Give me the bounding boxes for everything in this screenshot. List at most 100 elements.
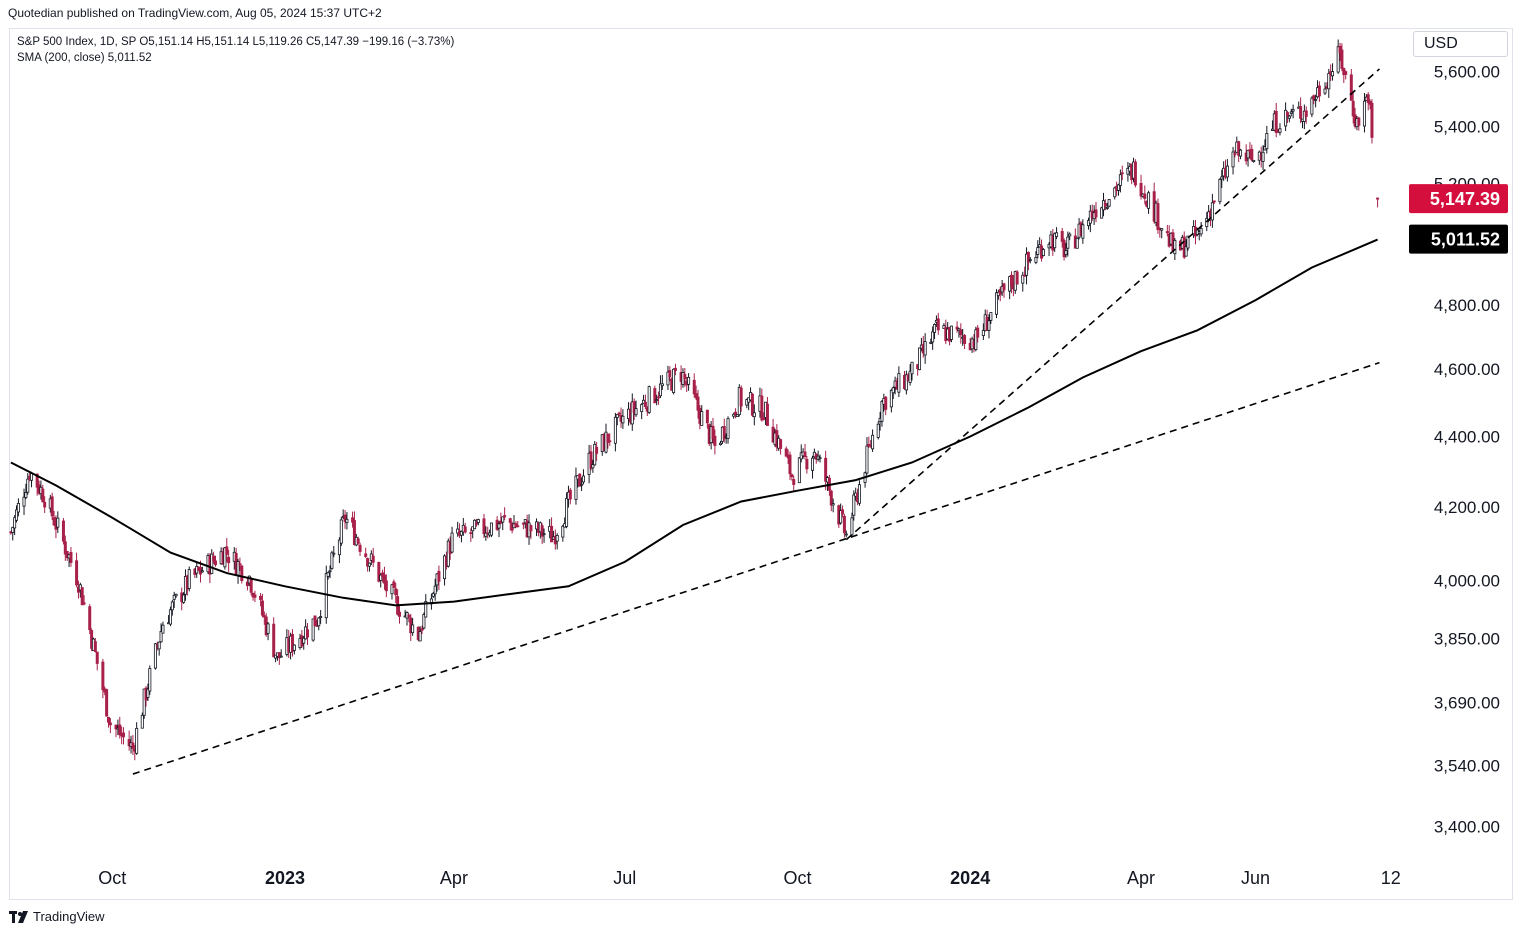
candle (262, 611, 266, 625)
candle-body (443, 555, 447, 580)
candle (1160, 228, 1164, 239)
candle-body (1173, 240, 1177, 255)
candle (168, 606, 172, 627)
candle (118, 716, 122, 739)
candle (1113, 186, 1117, 200)
candle (692, 373, 696, 398)
candle (95, 651, 99, 671)
candle-body (1323, 88, 1327, 94)
candle (550, 517, 554, 543)
candle (634, 400, 638, 417)
candle-body (981, 330, 985, 336)
candle-body (1368, 100, 1372, 105)
candle-body (422, 614, 426, 629)
candle (897, 366, 901, 398)
candle (1075, 237, 1079, 249)
candle (963, 333, 967, 350)
candle (516, 521, 520, 528)
candle-body (529, 525, 533, 532)
candle-body (918, 347, 922, 371)
candle (555, 533, 559, 550)
trendline[interactable] (132, 361, 1380, 775)
candle (779, 438, 783, 455)
candle (578, 473, 582, 487)
currency-button[interactable]: USD (1413, 31, 1508, 57)
candle-body (642, 399, 646, 404)
candle (655, 394, 659, 406)
candle (818, 454, 822, 463)
candle (1053, 232, 1057, 252)
candle (41, 484, 45, 503)
candle-body (377, 561, 381, 582)
candle (259, 593, 263, 607)
candle-body (929, 342, 933, 344)
candle-body (955, 326, 959, 330)
candle (696, 389, 700, 419)
candle-body (332, 552, 336, 555)
candle-body (508, 518, 512, 523)
candle (384, 574, 388, 598)
candle (540, 523, 544, 545)
candle-body (390, 584, 394, 595)
candle (657, 391, 661, 405)
candle (824, 450, 828, 491)
candle (1233, 149, 1237, 158)
tradingview-brand: TradingView (33, 909, 105, 924)
candle (805, 455, 809, 474)
candle-body (897, 373, 901, 393)
candle-body (319, 616, 323, 618)
candle (722, 418, 726, 443)
candle (358, 542, 362, 556)
candle (351, 511, 355, 528)
candle-body (140, 714, 144, 729)
trendline[interactable] (845, 68, 1381, 541)
tradingview-logo[interactable]: TradingView (9, 909, 105, 924)
candle-body (259, 595, 263, 600)
candle-body (719, 442, 723, 446)
candle (1105, 202, 1109, 210)
candle-body (655, 399, 659, 402)
candle (705, 409, 709, 429)
candle-body (640, 404, 644, 413)
candle-body (497, 523, 501, 529)
time-axis[interactable]: Oct 2023 Apr Jul Oct 2024 Apr Jun 12 (98, 868, 1401, 888)
candle-body (1289, 111, 1293, 114)
candle (711, 417, 715, 444)
candle (225, 538, 229, 563)
candle (788, 451, 792, 481)
candle (1002, 282, 1006, 298)
last-price-badge-bg (1409, 184, 1508, 214)
candle (245, 577, 249, 591)
candle-body (752, 412, 756, 418)
candle-body (683, 374, 687, 380)
candle-body (345, 518, 349, 524)
candle-body (593, 443, 597, 466)
candle (923, 333, 927, 364)
candle-body (1186, 235, 1190, 249)
candle-body (407, 615, 411, 618)
price-axis[interactable]: 5,600.005,400.005,200.004,800.004,600.00… (1434, 63, 1500, 837)
candle (1186, 235, 1190, 251)
candle (1261, 145, 1265, 170)
candle-body (26, 478, 30, 493)
candle (142, 688, 146, 719)
candle-body (521, 522, 525, 525)
candle (182, 592, 186, 604)
candle-body (722, 426, 726, 440)
candle (1291, 104, 1295, 119)
candle-body (658, 383, 662, 397)
candle-body (135, 727, 139, 754)
candle-body (1117, 184, 1121, 191)
candle (26, 473, 30, 495)
candle-body (1314, 99, 1318, 101)
candle (1314, 94, 1318, 108)
candle (1126, 161, 1130, 182)
candle (80, 586, 84, 606)
candle (1368, 99, 1372, 110)
candle (366, 557, 370, 572)
candle-body (889, 389, 893, 408)
candle-body (326, 572, 330, 577)
candle (93, 637, 97, 653)
candle (24, 483, 28, 500)
